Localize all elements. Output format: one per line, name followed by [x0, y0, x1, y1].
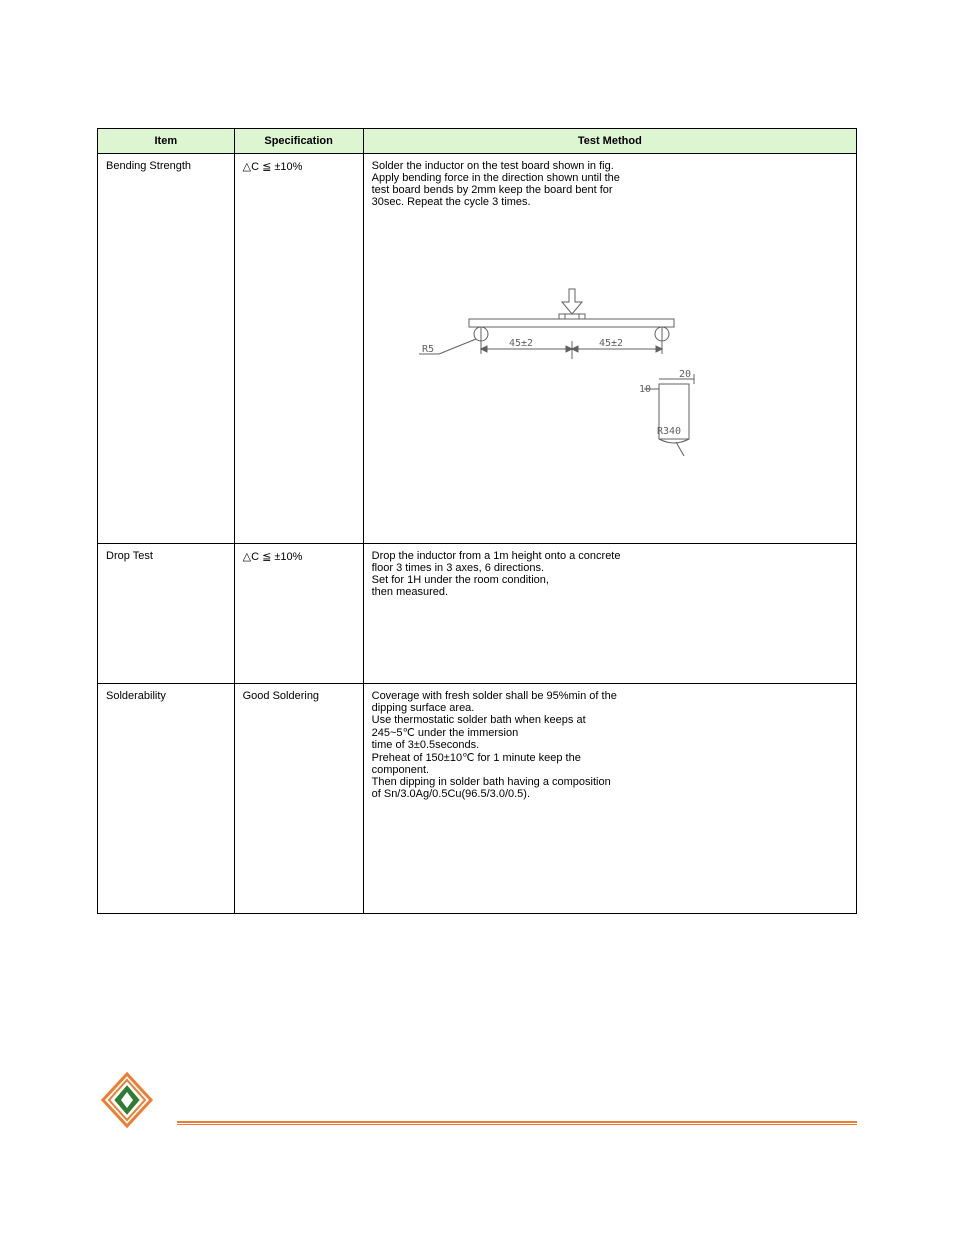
- header-item: Item: [98, 129, 235, 154]
- label-r340: R340: [657, 426, 681, 437]
- item-cell: Bending Strength: [98, 154, 235, 544]
- method-cell: Solder the inductor on the test board sh…: [363, 154, 856, 544]
- label-20: 20: [679, 369, 691, 380]
- method-cell: Drop the inductor from a 1m height onto …: [363, 544, 856, 684]
- specification-table: Item Specification Test Method Bending S…: [97, 128, 857, 914]
- label-dim2: 45±2: [599, 338, 623, 349]
- header-method: Test Method: [363, 129, 856, 154]
- spec-cell: △C ≦ ±10%: [234, 154, 363, 544]
- method-cell: Coverage with fresh solder shall be 95%m…: [363, 684, 856, 914]
- table-row: Drop Test △C ≦ ±10% Drop the inductor fr…: [98, 544, 857, 684]
- spec-cell: Good Soldering: [234, 684, 363, 914]
- label-dim1: 45±2: [509, 338, 533, 349]
- item-cell: Drop Test: [98, 544, 235, 684]
- label-10: 10: [639, 384, 651, 395]
- bending-diagram: R5 45±2 45±2 20 10 R340: [384, 284, 744, 484]
- label-r5: R5: [422, 344, 434, 355]
- table-row: Solderability Good Soldering Coverage wi…: [98, 684, 857, 914]
- table-row: Bending Strength △C ≦ ±10% Solder the in…: [98, 154, 857, 544]
- header-row: Item Specification Test Method: [98, 129, 857, 154]
- item-cell: Solderability: [98, 684, 235, 914]
- header-spec: Specification: [234, 129, 363, 154]
- footer: [97, 1121, 857, 1125]
- method-text: Solder the inductor on the test board sh…: [372, 160, 848, 208]
- spec-cell: △C ≦ ±10%: [234, 544, 363, 684]
- footer-divider: [177, 1121, 857, 1125]
